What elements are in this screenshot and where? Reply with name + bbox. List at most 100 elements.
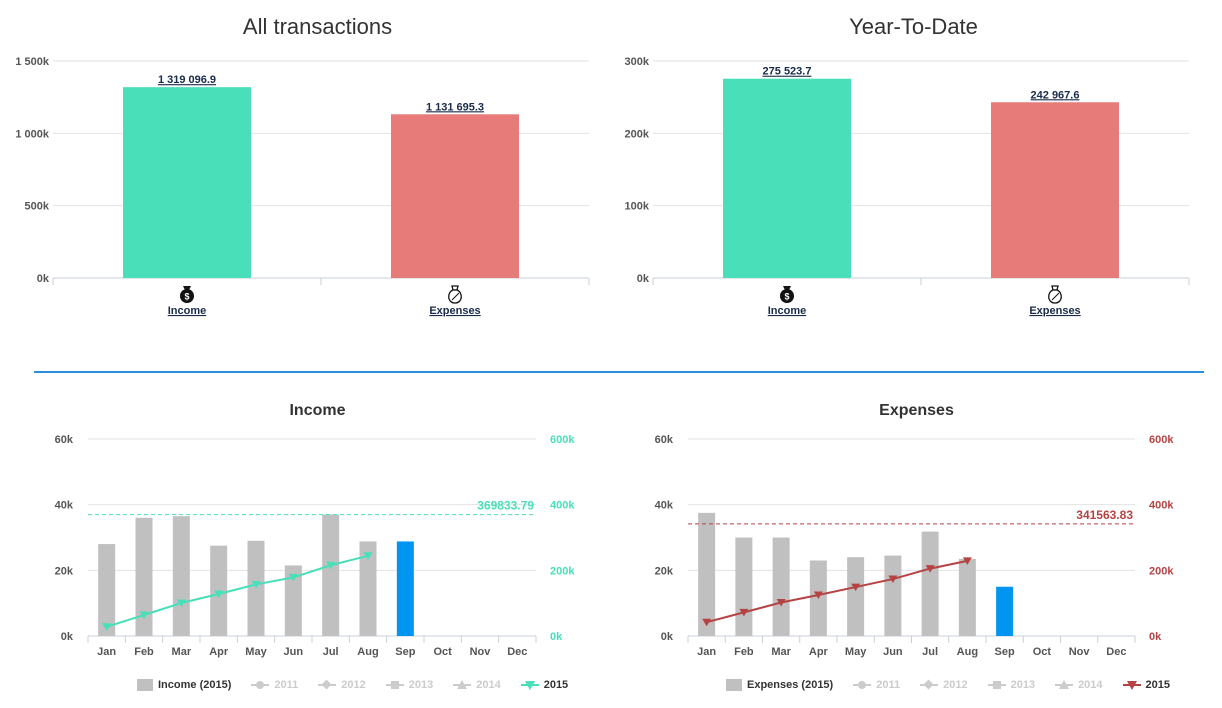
legend-item-2015[interactable]: 2015: [1122, 679, 1170, 691]
chart-title: Income: [289, 402, 346, 419]
cumulative-line-2015: [706, 559, 968, 624]
y-tick-label: 500k: [25, 201, 50, 213]
bar-income[interactable]: [723, 78, 851, 278]
bar-jun[interactable]: [884, 555, 902, 636]
line-point[interactable]: [251, 580, 261, 589]
line-point[interactable]: [102, 623, 112, 631]
data-label[interactable]: 1 319 096.9: [158, 74, 216, 86]
bar-aug[interactable]: [359, 541, 377, 636]
bar-sep[interactable]: [396, 541, 414, 636]
y-tick-label: 200k: [625, 128, 650, 140]
data-label[interactable]: 1 131 695.3: [426, 101, 484, 113]
x-tick-label: Nov: [470, 646, 492, 658]
money-bag-icon: $: [780, 286, 794, 303]
line-point[interactable]: [776, 599, 786, 607]
legend-marker-shape: [321, 679, 332, 690]
legend-item-2011[interactable]: 2011: [251, 679, 298, 691]
legend-label: 2014: [1078, 679, 1103, 691]
bar-jun[interactable]: [284, 565, 302, 636]
x-tick-label: Apr: [809, 646, 829, 658]
line-point[interactable]: [888, 575, 898, 584]
y-tick-label: 60k: [655, 434, 674, 446]
legend-diamond-marker: [318, 679, 337, 691]
legend-item-2012[interactable]: 2012: [318, 679, 366, 691]
y-tick-label: 0k: [637, 273, 650, 285]
x-tick-label: Mar: [172, 646, 192, 658]
x-category-label-income[interactable]: Income: [168, 305, 207, 317]
x-category-label-income[interactable]: Income: [768, 305, 807, 317]
x-tick-label: Nov: [1069, 646, 1091, 658]
legend-item-2015[interactable]: 2015: [520, 679, 568, 691]
reference-line-label: 369833.79: [477, 499, 534, 513]
x-tick-label: Jun: [284, 646, 304, 658]
bar-income[interactable]: [123, 87, 251, 278]
bar-feb[interactable]: [735, 537, 753, 637]
x-tick-label: Oct: [433, 646, 452, 658]
x-category-label-expenses[interactable]: Expenses: [1029, 305, 1080, 317]
bar-jul[interactable]: [921, 531, 939, 636]
legend-marker-shape: [457, 680, 468, 689]
line-point[interactable]: [925, 565, 935, 573]
x-tick-label: Aug: [957, 646, 978, 658]
x-tick-label: Jul: [922, 646, 938, 658]
legend-item-2011[interactable]: 2011: [853, 679, 900, 691]
bar-expenses[interactable]: [991, 102, 1119, 278]
line-point[interactable]: [962, 557, 972, 565]
legend-label: 2014: [476, 679, 501, 691]
legend-item-income-2015[interactable]: Income (2015): [137, 679, 231, 691]
legend-label: 2011: [876, 679, 901, 691]
y2-tick-label: 600k: [1149, 434, 1174, 446]
expenses-panel: Expenses 0k 20k 40k 60k 0k 200k 400k 600k Jan Feb…: [611, 380, 1222, 708]
line-point[interactable]: [363, 552, 373, 560]
legend-item-expenses-2015[interactable]: Expenses (2015): [726, 679, 833, 691]
legend-label: 2012: [943, 679, 968, 691]
legend-item-2012[interactable]: 2012: [920, 679, 968, 691]
bar-expenses[interactable]: [391, 114, 519, 279]
expenses-legend: Expenses (2015) 2011 2012 2013 2014 2015: [726, 679, 1170, 691]
x-tick-label: May: [245, 646, 267, 658]
x-tick-label: Dec: [507, 646, 527, 658]
data-label[interactable]: 275 523.7: [763, 66, 812, 78]
legend-item-2014[interactable]: 2014: [453, 679, 501, 691]
bar-mar[interactable]: [172, 516, 190, 636]
legend-square-marker: [987, 679, 1006, 691]
legend-item-2013[interactable]: 2013: [385, 679, 433, 691]
bar-jan[interactable]: [698, 512, 716, 636]
legend-item-2014[interactable]: 2014: [1055, 679, 1103, 691]
income-legend: Income (2015) 2011 2012 2013 2014 2015: [137, 679, 568, 691]
y-tick-label: 60k: [55, 434, 74, 446]
bar-aug[interactable]: [958, 558, 976, 636]
bar-jul[interactable]: [322, 514, 340, 636]
line-point[interactable]: [739, 608, 749, 617]
bar-feb[interactable]: [135, 517, 153, 636]
empty-bag-icon: [448, 285, 462, 304]
line-point[interactable]: [851, 583, 861, 592]
bar-may[interactable]: [847, 557, 865, 636]
x-tick-label: Sep: [995, 646, 1015, 658]
x-tick-label: Feb: [734, 646, 754, 658]
bar-jan[interactable]: [98, 544, 116, 636]
legend-marker-shape: [858, 681, 867, 689]
y2-tick-label: 400k: [1149, 500, 1174, 512]
line-point[interactable]: [288, 573, 298, 582]
legend-label: Expenses (2015): [747, 679, 834, 691]
line-point[interactable]: [813, 591, 823, 599]
legend-marker-shape: [1059, 680, 1070, 689]
bar-sep[interactable]: [996, 586, 1014, 636]
line-point[interactable]: [702, 618, 712, 627]
line-point[interactable]: [214, 590, 224, 598]
line-point[interactable]: [139, 611, 149, 619]
x-tick-label: Jan: [697, 646, 716, 658]
data-label[interactable]: 242 967.6: [1031, 89, 1080, 101]
x-category-label-expenses[interactable]: Expenses: [429, 305, 480, 317]
chart-title: Expenses: [879, 402, 954, 419]
x-tick-label: Sep: [395, 646, 415, 658]
year-to-date-chart: 0k 100k 200k 300k 275 523.7 $ Income 242 967.6 E…: [625, 56, 1190, 317]
bag-neck: [783, 286, 791, 290]
bar-mar[interactable]: [772, 537, 790, 637]
legend-item-2013[interactable]: 2013: [987, 679, 1035, 691]
line-point[interactable]: [326, 561, 336, 570]
line-point[interactable]: [176, 599, 186, 608]
legend-marker-shape: [992, 681, 1001, 689]
chart-title: All transactions: [242, 14, 393, 39]
